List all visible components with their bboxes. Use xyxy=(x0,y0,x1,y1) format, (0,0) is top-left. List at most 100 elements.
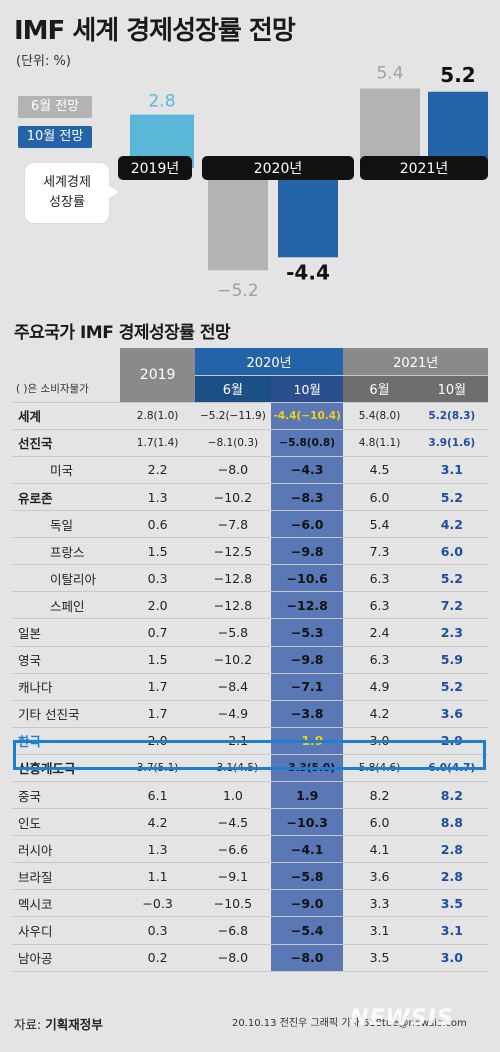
table-row: 브라질 1.1 −9.1 −5.8 3.6 2.8 xyxy=(12,862,488,891)
row-name: 한국 xyxy=(12,727,121,755)
growth-table: ( )은 소비자물가 2019 2020년 2021년 6월 10월 6월 10… xyxy=(12,348,488,972)
cell-2020-october: −4.1 xyxy=(271,835,344,864)
cell-2021-june: 4.8(1.1) xyxy=(343,429,416,457)
cell-2020-june: −4.5 xyxy=(194,808,272,837)
cell-2020-june: −12.8 xyxy=(194,564,272,593)
row-name: 이탈리아 xyxy=(12,564,121,593)
cell-2021-june: 8.2 xyxy=(343,781,416,810)
cell-2021-june: 6.3 xyxy=(343,591,416,620)
bar-label-2021-june: 5.4 xyxy=(376,64,403,84)
bar-label-2020-june: −5.2 xyxy=(217,281,258,301)
cell-2019: 2.2 xyxy=(120,456,195,484)
header-2021-june: 6월 xyxy=(343,375,416,403)
cell-2021-june: 6.0 xyxy=(343,808,416,837)
cell-2019: 6.1 xyxy=(120,781,195,810)
cell-2021-june: 4.2 xyxy=(343,700,416,728)
cell-2019: 1.7 xyxy=(120,700,195,728)
cell-2019: 4.2 xyxy=(120,808,195,837)
cell-2020-june: −7.8 xyxy=(194,510,272,539)
cell-2020-june: −12.8 xyxy=(194,591,272,620)
cell-2020-june: −12.5 xyxy=(194,537,272,566)
cell-2019: 1.5 xyxy=(120,646,195,674)
cell-2021-june: 6.0 xyxy=(343,483,416,512)
cell-2021-june: 3.3 xyxy=(343,889,416,918)
table-note: ( )은 소비자물가 xyxy=(12,348,121,403)
cell-2020-october: −3.3(5.0) xyxy=(271,754,344,783)
table-row: 미국 2.2 −8.0 −4.3 4.5 3.1 xyxy=(12,456,488,484)
cell-2019: 1.1 xyxy=(120,862,195,891)
cell-2020-june: −10.2 xyxy=(194,483,272,512)
cell-2021-october: 3.0 xyxy=(415,944,488,972)
cell-2021-october: 7.2 xyxy=(415,591,488,620)
cell-2019: 1.3 xyxy=(120,483,195,512)
row-name: 독일 xyxy=(12,510,121,539)
cell-2020-june: −6.8 xyxy=(194,916,272,945)
cell-2021-june: 7.3 xyxy=(343,537,416,566)
source-label: 자료: xyxy=(14,1017,42,1032)
cell-2020-june: −8.0 xyxy=(194,456,272,484)
cell-2021-october: 3.5 xyxy=(415,889,488,918)
cell-2021-june: 3.6 xyxy=(343,862,416,891)
cell-2020-june: −8.4 xyxy=(194,673,272,701)
table-row: 이탈리아 0.3 −12.8 −10.6 6.3 5.2 xyxy=(12,564,488,593)
cell-2020-june: −8.0 xyxy=(194,944,272,972)
cell-2020-october: −3.8 xyxy=(271,700,344,728)
row-name: 러시아 xyxy=(12,835,121,864)
cell-2021-october: 3.1 xyxy=(415,916,488,945)
table-row: 유로존 1.3 −10.2 −8.3 6.0 5.2 xyxy=(12,483,488,512)
bar-2020-october xyxy=(278,178,338,258)
cell-2020-october: −8.0 xyxy=(271,944,344,972)
row-name: 영국 xyxy=(12,646,121,674)
cell-2021-october: 2.9 xyxy=(415,727,488,755)
cell-2021-june: 4.1 xyxy=(343,835,416,864)
cell-2021-october: 4.2 xyxy=(415,510,488,539)
year-tag-2 xyxy=(360,156,488,180)
cell-2020-october: 1.9 xyxy=(271,781,344,810)
table-row: 남아공 0.2 −8.0 −8.0 3.5 3.0 xyxy=(12,944,488,972)
table-row: 스페인 2.0 −12.8 −12.8 6.3 7.2 xyxy=(12,591,488,620)
row-name: 기타 선진국 xyxy=(12,700,121,728)
row-name: 스페인 xyxy=(12,591,121,620)
cell-2020-october: −12.8 xyxy=(271,591,344,620)
cell-2019: −0.3 xyxy=(120,889,195,918)
legend-october: 10월 전망 xyxy=(18,126,92,148)
table-row: 일본 0.7 −5.8 −5.3 2.4 2.3 xyxy=(12,618,488,647)
table-row: 캐나다 1.7 −8.4 −7.1 4.9 5.2 xyxy=(12,673,488,701)
callout-bubble: 세계경제 성장률 xyxy=(24,162,119,224)
cell-2019: 2.8(1.0) xyxy=(120,402,195,430)
cell-2020-october: −9.8 xyxy=(271,646,344,674)
cell-2020-october: −1.9 xyxy=(271,727,344,755)
cell-2019: 1.5 xyxy=(120,537,195,566)
bar-label-2019: 2.8 xyxy=(148,92,175,112)
row-name: 선진국 xyxy=(12,429,121,457)
table-row: 프랑스 1.5 −12.5 −9.8 7.3 6.0 xyxy=(12,537,488,566)
cell-2020-june: −5.8 xyxy=(194,618,272,647)
cell-2020-october: −5.8(0.8) xyxy=(271,429,344,457)
cell-2021-june: 5.4 xyxy=(343,510,416,539)
bar-2020-june xyxy=(208,178,268,271)
table-row: 한국 2.0 −2.1 −1.9 3.0 2.9 xyxy=(12,727,488,755)
cell-2021-june: 4.5 xyxy=(343,456,416,484)
cell-2020-june: −5.2(−11.9) xyxy=(194,402,272,430)
row-name: 일본 xyxy=(12,618,121,647)
cell-2020-june: −3.1(4.5) xyxy=(194,754,272,783)
table-row: 인도 4.2 −4.5 −10.3 6.0 8.8 xyxy=(12,808,488,837)
cell-2019: 2.0 xyxy=(120,591,195,620)
row-name: 프랑스 xyxy=(12,537,121,566)
row-name: 캐나다 xyxy=(12,673,121,701)
bar-label-2020-october: -4.4 xyxy=(286,260,330,284)
table-row: 러시아 1.3 −6.6 −4.1 4.1 2.8 xyxy=(12,835,488,864)
row-name: 인도 xyxy=(12,808,121,837)
cell-2021-october: 3.6 xyxy=(415,700,488,728)
cell-2021-june: 3.0 xyxy=(343,727,416,755)
row-name: 브라질 xyxy=(12,862,121,891)
row-name: 사우디 xyxy=(12,916,121,945)
header-2020-october: 10월 xyxy=(271,375,344,403)
cell-2020-october: −5.3 xyxy=(271,618,344,647)
cell-2020-june: −4.9 xyxy=(194,700,272,728)
header-2021: 2021년 xyxy=(343,348,488,376)
legend-june: 6월 전망 xyxy=(18,96,92,118)
cell-2021-june: 5.8(4.6) xyxy=(343,754,416,783)
header-2021-october: 10월 xyxy=(415,375,488,403)
cell-2020-june: −10.2 xyxy=(194,646,272,674)
